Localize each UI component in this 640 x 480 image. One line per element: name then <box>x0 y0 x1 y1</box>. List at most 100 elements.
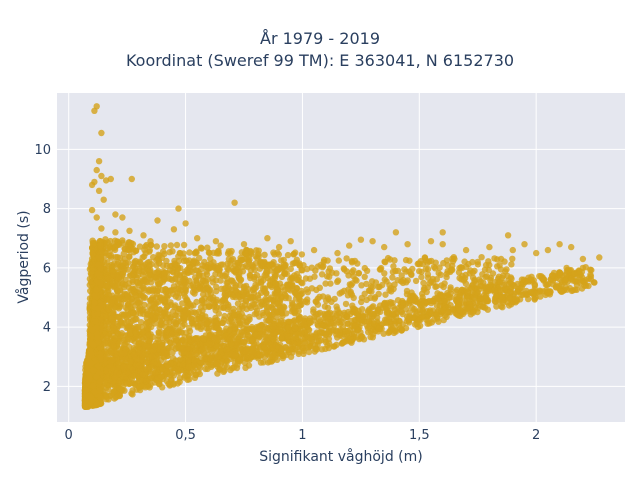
scatter-point <box>229 318 236 325</box>
scatter-point <box>557 288 565 295</box>
scatter-point <box>123 291 131 298</box>
scatter-point <box>457 264 465 271</box>
scatter-point <box>181 315 188 322</box>
scatter-point <box>197 325 205 332</box>
scatter-point <box>382 291 389 298</box>
scatter-point <box>221 333 228 340</box>
scatter-point <box>495 273 503 280</box>
scatter-point <box>336 290 343 297</box>
scatter-point <box>420 286 428 293</box>
scatter-point <box>276 265 283 273</box>
scatter-point <box>389 268 397 276</box>
scatter-point <box>129 278 136 286</box>
scatter-point <box>406 257 413 264</box>
scatter-point <box>111 334 119 342</box>
scatter-point <box>441 297 448 305</box>
scatter-point <box>198 245 205 252</box>
scatter-point <box>386 315 393 323</box>
scatter-point <box>229 365 236 372</box>
scatter-point <box>587 266 594 273</box>
scatter-point <box>199 345 206 353</box>
scatter-point <box>497 266 505 273</box>
scatter-point <box>371 294 379 301</box>
scatter-point <box>417 258 424 265</box>
scatter-point <box>486 261 493 269</box>
scatter-point <box>428 297 436 305</box>
scatter-point <box>204 285 211 292</box>
scatter-point <box>224 260 231 267</box>
scatter-point <box>229 277 236 284</box>
scatter-point <box>438 292 446 299</box>
scatter-point <box>166 249 173 256</box>
scatter-point <box>168 330 175 338</box>
scatter-point <box>130 351 138 359</box>
scatter-point <box>191 335 198 343</box>
scatter-point <box>114 287 121 294</box>
scatter-point <box>348 282 355 289</box>
scatter-point <box>157 374 164 382</box>
scatter-point <box>119 373 127 380</box>
scatter-point <box>324 304 332 311</box>
scatter-point <box>380 319 387 327</box>
scatter-point <box>255 279 262 286</box>
scatter-point <box>491 255 498 262</box>
scatter-point <box>132 247 140 254</box>
scatter-point <box>353 334 360 341</box>
scatter-point <box>251 273 258 281</box>
scatter-point <box>241 301 248 308</box>
scatter-point <box>133 323 140 331</box>
scatter-point <box>207 355 214 363</box>
scatter-point <box>350 267 357 274</box>
scatter-point <box>216 366 223 373</box>
scatter-point <box>178 329 185 336</box>
scatter-point <box>269 323 277 330</box>
scatter-point <box>321 256 328 264</box>
scatter-point <box>173 366 181 373</box>
scatter-point <box>292 319 300 326</box>
scatter-point <box>242 262 250 270</box>
scatter-point <box>287 353 295 360</box>
scatter-point <box>135 337 142 344</box>
scatter-point <box>478 254 485 261</box>
scatter-point <box>368 288 375 295</box>
scatter-point <box>175 294 182 301</box>
scatter-point <box>235 328 242 336</box>
scatter-point <box>449 266 456 274</box>
scatter-point <box>139 306 147 313</box>
scatter-point <box>213 250 221 257</box>
scatter-point <box>413 309 420 316</box>
scatter-point <box>195 308 203 316</box>
scatter-point <box>428 310 435 318</box>
scatter-point <box>109 309 117 317</box>
scatter-point <box>136 243 144 250</box>
scatter-point <box>177 250 184 257</box>
scatter-point <box>370 320 378 327</box>
scatter-point <box>128 373 135 380</box>
scatter-point <box>256 265 264 272</box>
scatter-point <box>579 274 586 281</box>
scatter-point <box>335 257 342 264</box>
scatter-point <box>114 254 121 261</box>
scatter-point <box>184 303 191 311</box>
scatter-point <box>460 277 468 284</box>
scatter-point <box>221 272 229 280</box>
scatter-point <box>249 336 256 343</box>
scatter-point <box>308 264 315 271</box>
scatter-point <box>539 288 547 295</box>
scatter-point <box>179 337 187 344</box>
scatter-point <box>518 284 525 291</box>
scatter-point <box>403 287 411 295</box>
scatter-point <box>327 324 334 332</box>
scatter-point <box>377 264 385 272</box>
scatter-point <box>322 280 329 287</box>
scatter-point <box>184 266 191 273</box>
scatter-point <box>266 261 273 268</box>
scatter-point <box>330 320 337 327</box>
scatter-point <box>389 325 396 332</box>
scatter-point <box>498 293 505 300</box>
scatter-point <box>186 328 194 335</box>
scatter-point <box>115 313 122 321</box>
scatter-point <box>175 285 182 292</box>
scatter-point <box>193 277 200 284</box>
scatter-point <box>313 298 320 306</box>
